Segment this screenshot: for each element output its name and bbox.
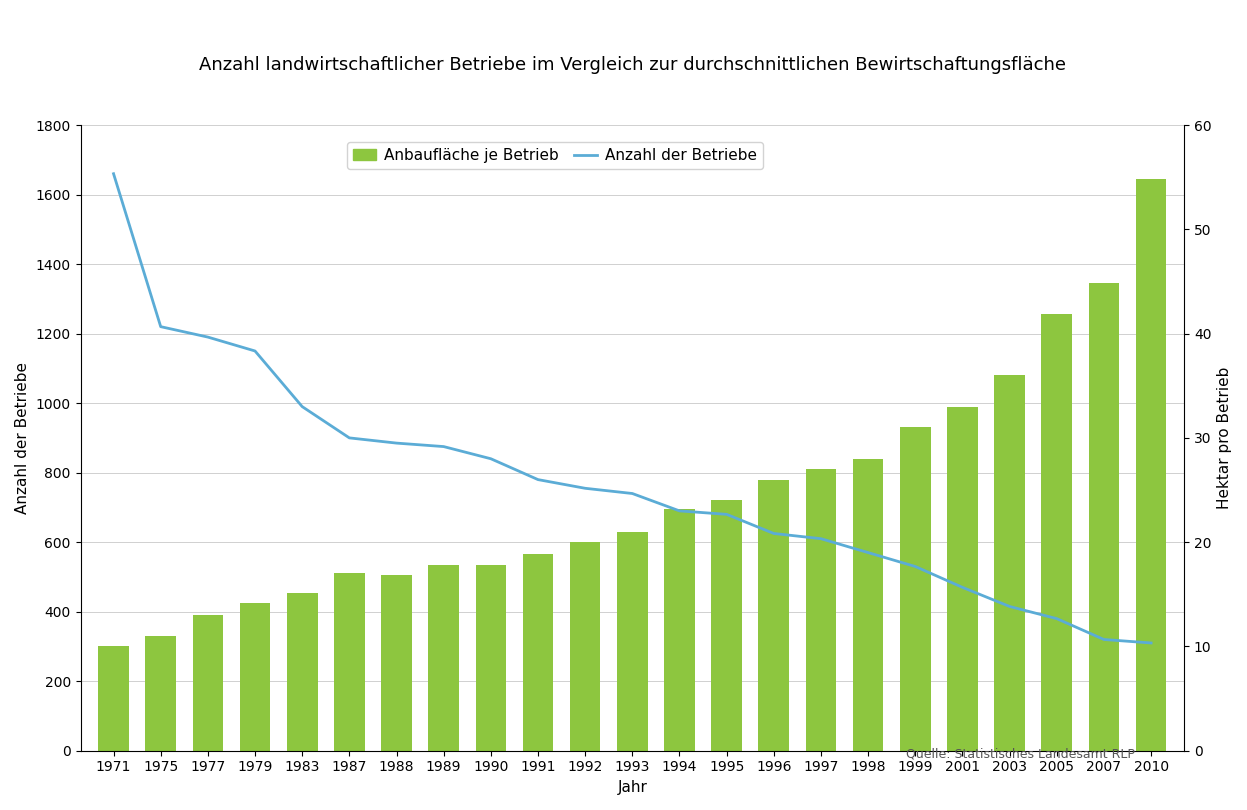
Bar [334,573,364,751]
Bar [806,469,837,751]
Bar [665,509,695,751]
Bar [99,646,128,751]
Bar [1089,284,1120,751]
Y-axis label: Anzahl der Betriebe: Anzahl der Betriebe [15,362,30,514]
Bar [853,458,883,751]
Legend: Anbaufläche je Betrieb, Anzahl der Betriebe: Anbaufläche je Betrieb, Anzahl der Betri… [348,142,763,169]
Bar [570,542,601,751]
Bar [192,615,223,751]
Bar [522,554,554,751]
Bar [287,593,318,751]
Bar [758,480,789,751]
Bar [617,531,647,751]
Bar [475,565,506,751]
X-axis label: Jahr: Jahr [617,780,647,795]
Bar [239,603,271,751]
Bar [994,375,1025,751]
Bar [382,575,412,751]
Y-axis label: Hektar pro Betrieb: Hektar pro Betrieb [1217,367,1232,509]
Bar [900,428,930,751]
Title: Anzahl landwirtschaftlicher Betriebe im Vergleich zur durchschnittlichen Bewirts: Anzahl landwirtschaftlicher Betriebe im … [198,56,1066,74]
Bar [711,501,742,751]
Text: Quelle: Statistisches Landesamt RLP: Quelle: Statistisches Landesamt RLP [905,748,1135,761]
Bar [146,636,176,751]
Bar [428,565,459,751]
Bar [1136,179,1166,751]
Bar [1041,314,1072,751]
Bar [948,407,978,751]
